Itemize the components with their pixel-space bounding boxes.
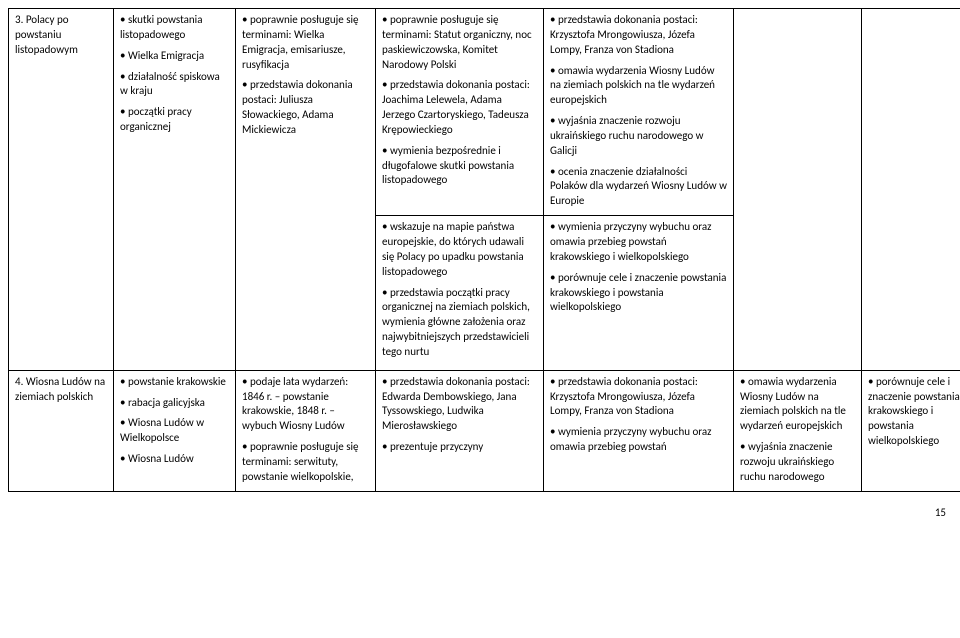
cell-text: • poprawnie posługuje się terminami: Wie… bbox=[242, 13, 369, 72]
cell-text: • skutki powstania listopadowego bbox=[120, 13, 229, 43]
content-cell: • wskazuje na mapie państwa europejskie,… bbox=[376, 216, 544, 371]
content-cell: • skutki powstania listopadowego • Wielk… bbox=[114, 9, 236, 371]
cell-text: • ocenia znaczenie działalności Polaków … bbox=[550, 165, 727, 210]
cell-text: 3. Polacy po powstaniu listopadowym bbox=[15, 13, 107, 58]
content-cell: • poprawnie posługuje się terminami: Sta… bbox=[376, 9, 544, 216]
content-cell: • przedstawia dokonania postaci: Edwarda… bbox=[376, 370, 544, 491]
cell-text: • przedstawia dokonania postaci: Joachim… bbox=[382, 78, 537, 137]
table-row: 4. Wiosna Ludów na ziemiach polskich • p… bbox=[9, 370, 960, 491]
empty-cell bbox=[862, 9, 960, 371]
table-row: 3. Polacy po powstaniu listopadowym • sk… bbox=[9, 9, 960, 216]
cell-text: • przedstawia początki pracy organicznej… bbox=[382, 286, 537, 360]
cell-text: • wyjaśnia znaczenie rozwoju ukraińskieg… bbox=[550, 114, 727, 159]
topic-cell: 3. Polacy po powstaniu listopadowym bbox=[9, 9, 114, 371]
cell-text: • powstanie krakowskie bbox=[120, 375, 229, 390]
empty-cell bbox=[734, 9, 862, 371]
cell-text: • rabacja galicyjska bbox=[120, 396, 229, 411]
cell-text: • omawia wydarzenia Wiosny Ludów na ziem… bbox=[550, 64, 727, 109]
curriculum-table: 3. Polacy po powstaniu listopadowym • sk… bbox=[8, 8, 960, 492]
cell-text: 4. Wiosna Ludów na ziemiach polskich bbox=[15, 375, 107, 405]
cell-text: • poprawnie posługuje się terminami: ser… bbox=[242, 440, 369, 485]
cell-text: • przedstawia dokonania postaci: Krzyszt… bbox=[550, 13, 727, 58]
cell-text: • początki pracy organicznej bbox=[120, 105, 229, 135]
cell-text: • porównuje cele i znaczenie powstania k… bbox=[550, 271, 727, 316]
cell-text: • wymienia przyczyny wybuchu oraz omawia… bbox=[550, 425, 727, 455]
cell-text: • wymienia bezpośrednie i długofalowe sk… bbox=[382, 144, 537, 189]
cell-text: • wyjaśnia znaczenie rozwoju ukraińskieg… bbox=[740, 440, 855, 485]
cell-text: • wskazuje na mapie państwa europejskie,… bbox=[382, 220, 537, 279]
cell-text: • poprawnie posługuje się terminami: Sta… bbox=[382, 13, 537, 72]
cell-text: • Wielka Emigracja bbox=[120, 49, 229, 64]
content-cell: • przedstawia dokonania postaci: Krzyszt… bbox=[544, 370, 734, 491]
content-cell: • powstanie krakowskie • rabacja galicyj… bbox=[114, 370, 236, 491]
cell-text: • przedstawia dokonania postaci: Edwarda… bbox=[382, 375, 537, 434]
cell-text: • omawia wydarzenia Wiosny Ludów na ziem… bbox=[740, 375, 855, 434]
cell-text: • Wiosna Ludów w Wielkopolsce bbox=[120, 416, 229, 446]
cell-text: • działalność spiskowa w kraju bbox=[120, 70, 229, 100]
cell-text: • przedstawia dokonania postaci: Krzyszt… bbox=[550, 375, 727, 420]
content-cell: • przedstawia dokonania postaci: Krzyszt… bbox=[544, 9, 734, 216]
cell-text: • porównuje cele i znaczenie powstania k… bbox=[868, 375, 960, 449]
content-cell: • omawia wydarzenia Wiosny Ludów na ziem… bbox=[734, 370, 862, 491]
content-cell: • wymienia przyczyny wybuchu oraz omawia… bbox=[544, 216, 734, 371]
content-cell: • poprawnie posługuje się terminami: Wie… bbox=[236, 9, 376, 371]
cell-text: • prezentuje przyczyny bbox=[382, 440, 537, 455]
cell-text: • podaje lata wydarzeń: 1846 r. – powsta… bbox=[242, 375, 369, 434]
content-cell: • porównuje cele i znaczenie powstania k… bbox=[862, 370, 960, 491]
topic-cell: 4. Wiosna Ludów na ziemiach polskich bbox=[9, 370, 114, 491]
content-cell: • podaje lata wydarzeń: 1846 r. – powsta… bbox=[236, 370, 376, 491]
cell-text: • przedstawia dokonania postaci: Juliusz… bbox=[242, 78, 369, 137]
page-number: 15 bbox=[8, 492, 952, 519]
cell-text: • Wiosna Ludów bbox=[120, 452, 229, 467]
cell-text: • wymienia przyczyny wybuchu oraz omawia… bbox=[550, 220, 727, 265]
